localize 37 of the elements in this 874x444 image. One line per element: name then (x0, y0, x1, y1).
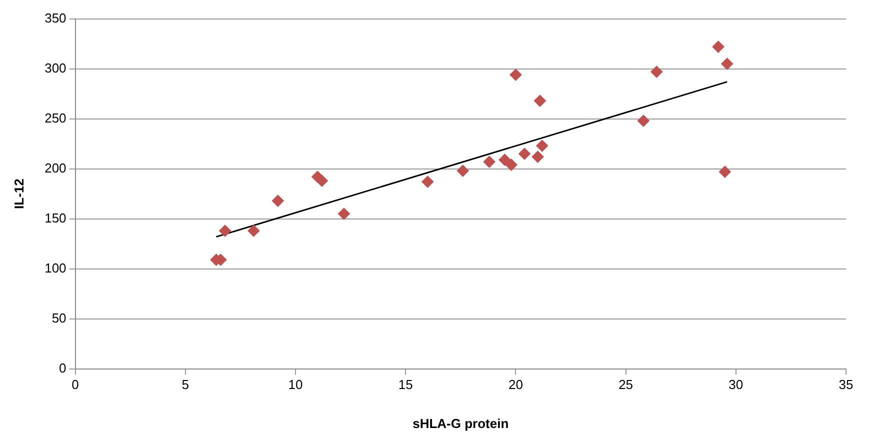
x-tick-label: 0 (72, 377, 79, 392)
x-tick-label: 20 (508, 377, 523, 392)
point (498, 154, 511, 166)
point (219, 224, 232, 237)
y-tick-label: 300 (44, 60, 66, 76)
point (637, 114, 650, 127)
point (712, 40, 724, 53)
x-tick-label: 5 (182, 377, 190, 392)
x-tick-label: 30 (728, 377, 744, 392)
point (272, 194, 284, 207)
point (248, 224, 260, 237)
y-tick-label: 150 (44, 210, 66, 226)
point (650, 66, 663, 78)
y-tick-label: 350 (44, 10, 66, 26)
y-tick-label: 50 (52, 310, 66, 326)
point (456, 164, 469, 177)
y-tick-label: 0 (59, 360, 66, 376)
y-tick-label: 250 (44, 110, 66, 126)
point (422, 176, 434, 188)
point (536, 140, 548, 152)
x-tick-label: 15 (398, 377, 413, 392)
point (338, 208, 350, 220)
point (518, 148, 531, 160)
y-tick-label: 100 (44, 260, 66, 276)
y-axis-title: IL-12 (11, 178, 26, 209)
point (505, 158, 518, 171)
point (534, 94, 546, 107)
point (483, 156, 496, 168)
x-axis-title: sHLA-G protein (412, 416, 509, 431)
x-tick-label: 25 (618, 377, 634, 392)
y-tick-label: 200 (44, 160, 66, 176)
x-tick-label: 35 (838, 377, 854, 392)
point (532, 150, 544, 163)
x-tick-label: 10 (288, 377, 303, 392)
point (721, 58, 734, 70)
point (718, 166, 731, 178)
point (510, 68, 522, 81)
